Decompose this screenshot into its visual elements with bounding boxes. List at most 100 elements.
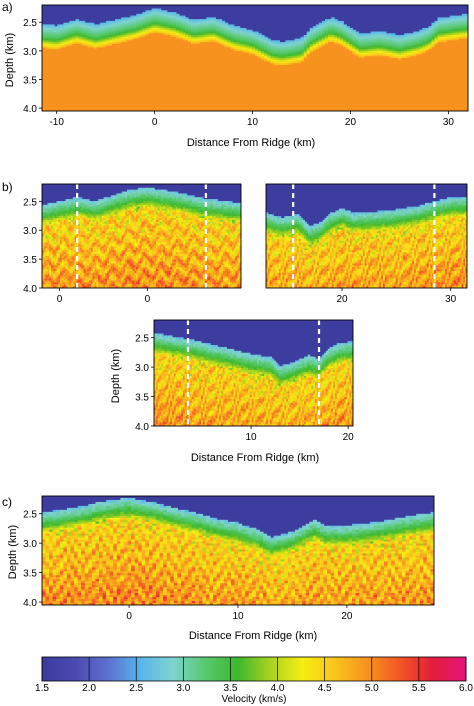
velocity-cell [267,61,271,64]
velocity-cell [136,42,140,45]
velocity-cell [212,45,217,48]
velocity-cell [157,19,162,22]
velocity-cell [337,73,341,77]
velocity-cell [300,91,305,94]
velocity-cell [111,26,116,29]
velocity-cell [93,40,98,43]
velocity-cell [197,100,201,103]
velocity-cell [124,93,128,96]
velocity-cell [66,45,70,48]
velocity-cell [175,54,180,57]
velocity-cell [328,103,332,107]
velocity-cell [191,75,195,79]
velocity-cell [343,50,347,54]
velocity-cell [105,75,110,79]
velocity-cell [181,26,186,29]
velocity-cell [111,20,116,24]
velocity-cell [324,24,329,27]
velocity-cell [276,103,280,107]
velocity-cell [215,29,220,33]
velocity-cell [218,84,223,87]
velocity-cell [197,42,201,45]
velocity-cell [248,49,253,52]
velocity-cell [96,72,101,75]
velocity-cell [337,79,341,82]
velocity-cell [267,73,271,77]
velocity-cell [188,79,192,82]
velocity-cell [227,43,232,47]
velocity-cell [105,61,110,64]
velocity-cell [102,73,107,77]
velocity-cell [230,38,235,41]
velocity-cell [178,96,183,100]
velocity-cell [172,59,177,63]
velocity-cell [215,88,220,91]
velocity-cell [334,36,338,40]
velocity-cell [87,109,92,111]
velocity-cell [108,72,113,75]
velocity-cell [181,66,186,70]
velocity-cell [81,45,86,48]
velocity-cell [142,40,147,43]
velocity-cell [203,105,207,109]
velocity-cell [163,59,168,63]
velocity-cell [209,103,213,107]
velocity-cell [66,24,70,27]
velocity-cell [42,63,46,66]
velocity-cell [279,100,283,103]
velocity-cell [102,66,107,70]
velocity-cell [175,103,180,107]
velocity-cell [111,103,116,107]
velocity-cell [200,109,204,111]
velocity-cell [172,95,177,98]
velocity-cell [163,95,168,98]
velocity-cell [81,20,86,24]
velocity-cell [99,107,104,110]
velocity-cell [200,79,204,82]
velocity-cell [151,12,156,15]
velocity-cell [178,68,183,71]
velocity-cell [139,96,144,100]
velocity-cell [127,107,131,110]
velocity-cell [191,68,195,71]
velocity-cell [93,65,98,68]
velocity-cell [178,15,183,18]
velocity-cell [78,47,83,50]
velocity-cell [154,65,159,68]
velocity-cell [273,66,277,70]
velocity-cell [157,93,162,96]
velocity-cell [78,72,83,75]
velocity-cell [343,43,347,47]
velocity-cell [151,63,156,66]
velocity-cell [297,68,302,71]
velocity-cell [197,33,201,36]
velocity-cell [181,82,186,86]
velocity-cell [54,103,58,107]
velocity-cell [154,15,159,18]
velocity-cell [78,95,83,98]
velocity-cell [111,65,116,68]
velocity-cell [300,42,305,45]
velocity-cell [264,96,268,100]
velocity-cell [124,56,128,59]
velocity-cell [139,61,144,64]
velocity-cell [51,47,55,50]
velocity-cell [160,10,165,13]
velocity-cell [48,72,52,75]
velocity-cell [297,105,302,109]
velocity-cell [130,103,134,107]
velocity-cell [96,93,101,96]
velocity-cell [230,82,235,86]
velocity-cell [215,103,220,107]
velocity-cell [115,107,119,110]
velocity-cell [81,100,86,103]
velocity-cell [312,93,317,96]
velocity-cell [191,91,195,94]
velocity-cell [321,58,326,61]
velocity-cell [105,100,110,103]
velocity-cell [133,52,137,56]
velocity-cell [288,96,293,100]
velocity-cell [181,72,186,75]
velocity-cell [163,102,168,105]
velocity-cell [118,59,122,63]
